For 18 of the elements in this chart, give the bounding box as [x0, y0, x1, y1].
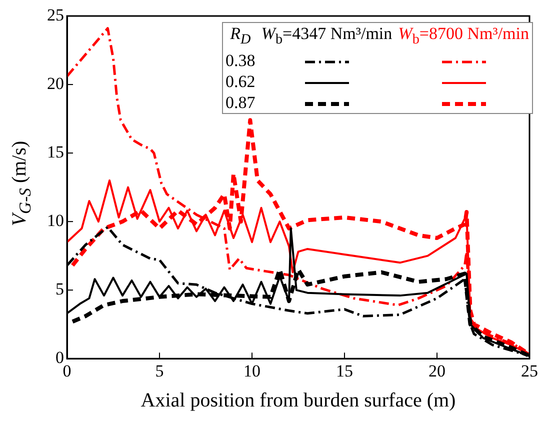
y-tick-label: 10 — [47, 211, 64, 230]
x-axis-title: Axial position from burden surface (m) — [140, 389, 456, 412]
x-tick-label: 15 — [336, 361, 353, 380]
y-tick-label: 0 — [56, 348, 64, 368]
x-tick-label: 25 — [521, 361, 538, 380]
y-tick-label: 20 — [47, 74, 64, 93]
y-tick-label: 25 — [47, 5, 64, 24]
legend-title: R$_{D}$ — [230, 24, 251, 48]
x-tick-label: 20 — [428, 361, 446, 380]
annotation: 0.38 — [224, 50, 256, 72]
y-tick-label: 5 — [56, 280, 64, 299]
x-tick-label: 10 — [244, 361, 260, 380]
annotation: 0.62 — [224, 71, 256, 92]
x-tick-label: 5 — [155, 361, 164, 380]
annotation: W$_{b}$=8700 Nm³/min — [397, 23, 530, 50]
annotation: 0.87 — [224, 92, 256, 114]
y-tick-label: 15 — [47, 142, 64, 162]
annotation: W$_{b}$=4347 Nm³/min — [260, 23, 394, 50]
